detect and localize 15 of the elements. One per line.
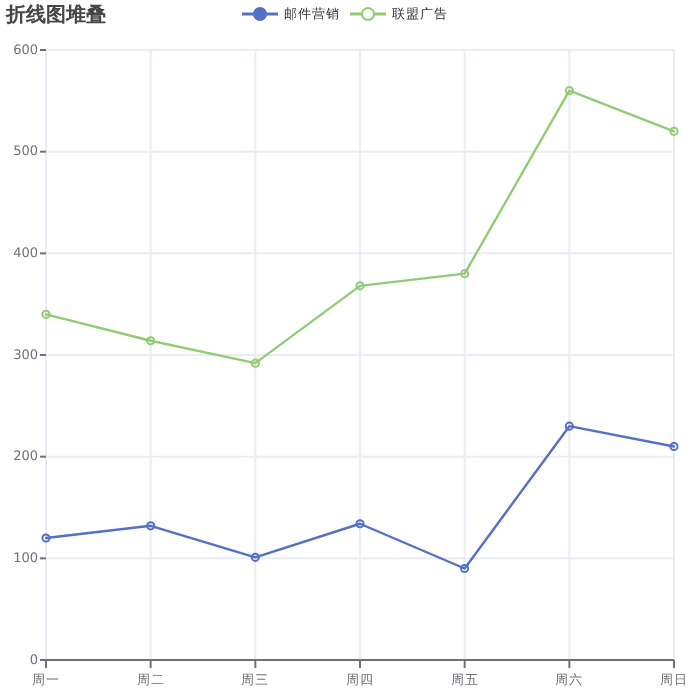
point [355,519,365,529]
point [669,126,679,136]
point [146,521,156,531]
chart-title: 折线图堆叠 [4,3,106,28]
point [250,358,260,368]
point [250,552,260,562]
point [41,533,51,543]
point [669,441,679,452]
point [460,563,470,574]
point [460,269,470,279]
point [41,309,51,319]
point [564,421,574,431]
point [146,336,156,346]
point [564,86,574,96]
point [355,281,365,291]
